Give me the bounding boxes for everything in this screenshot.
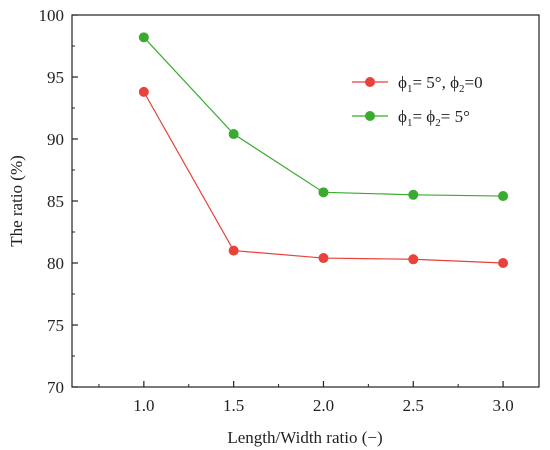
y-tick-label: 85 — [47, 192, 64, 211]
series-1 — [138, 86, 509, 268]
y-tick-label: 80 — [47, 254, 64, 273]
series-layer — [138, 32, 509, 268]
series-2 — [138, 32, 509, 202]
y-tick-label: 100 — [39, 6, 65, 25]
x-axis-ticks: 1.0 1.5 2.0 2.5 3.0 — [98, 381, 514, 415]
series-2-point — [498, 191, 509, 202]
y-tick-label: 95 — [47, 68, 64, 87]
legend-item-1: ϕ1= 5°, ϕ2=0 — [352, 73, 483, 95]
x-tick-label: 1.5 — [223, 396, 244, 415]
series-2-point — [228, 129, 239, 140]
legend-label: ϕ1= ϕ2= 5° — [398, 107, 470, 129]
legend-swatch-marker — [365, 111, 375, 121]
x-tick-label: 3.0 — [492, 396, 513, 415]
x-tick-label: 1.0 — [133, 396, 154, 415]
x-tick-label: 2.0 — [313, 396, 334, 415]
y-tick-label: 70 — [47, 378, 64, 397]
series-1-point — [138, 86, 149, 97]
series-1-point — [318, 253, 329, 264]
plot-frame — [71, 14, 540, 388]
y-tick-label: 75 — [47, 316, 64, 335]
x-tick-label: 2.5 — [403, 396, 424, 415]
y-tick-label: 90 — [47, 130, 64, 149]
series-1-point — [498, 258, 509, 268]
legend-item-2: ϕ1= ϕ2= 5° — [352, 107, 470, 129]
series-1-point — [228, 245, 239, 256]
series-2-point — [138, 32, 149, 43]
y-axis-ticks: 70 75 80 85 90 95 100 — [39, 6, 78, 397]
series-2-point — [408, 189, 419, 200]
series-2-point — [318, 187, 329, 198]
series-1-point — [408, 254, 419, 265]
y-axis-title: The ratio (%) — [7, 155, 26, 247]
legend: ϕ1= 5°, ϕ2=0 ϕ1= ϕ2= 5° — [352, 73, 483, 129]
x-axis-title: Length/Width ratio (−) — [227, 428, 382, 447]
legend-label: ϕ1= 5°, ϕ2=0 — [398, 73, 483, 95]
legend-swatch-marker — [365, 77, 375, 87]
